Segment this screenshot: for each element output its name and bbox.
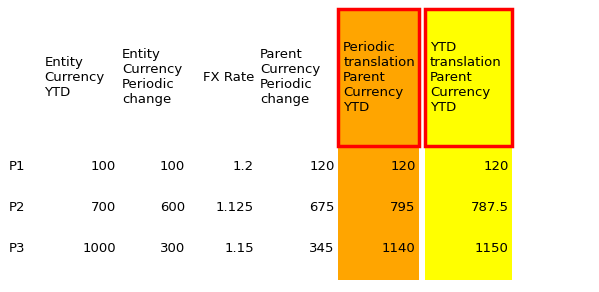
- Bar: [338, 9, 419, 146]
- Text: 675: 675: [310, 201, 335, 214]
- Text: Entity
Currency
YTD: Entity Currency YTD: [44, 56, 105, 99]
- Text: YTD
translation
Parent
Currency
YTD: YTD translation Parent Currency YTD: [430, 41, 502, 114]
- Text: 120: 120: [391, 160, 416, 173]
- Text: FX Rate: FX Rate: [203, 71, 255, 84]
- Text: 1140: 1140: [382, 242, 416, 255]
- Text: 300: 300: [160, 242, 185, 255]
- Text: 1.2: 1.2: [233, 160, 254, 173]
- Text: Entity
Currency
Periodic
change: Entity Currency Periodic change: [122, 48, 183, 106]
- Text: P2: P2: [8, 201, 25, 214]
- Text: 1000: 1000: [83, 242, 116, 255]
- Text: 795: 795: [391, 201, 416, 214]
- Text: 1.15: 1.15: [225, 242, 254, 255]
- Bar: [425, 9, 512, 280]
- Text: Periodic
translation
Parent
Currency
YTD: Periodic translation Parent Currency YTD: [343, 41, 415, 114]
- Text: 100: 100: [160, 160, 185, 173]
- Text: 600: 600: [160, 201, 185, 214]
- Text: 100: 100: [91, 160, 116, 173]
- Text: 700: 700: [91, 201, 116, 214]
- Bar: [425, 9, 512, 146]
- Text: P3: P3: [8, 242, 25, 255]
- Bar: [338, 9, 419, 280]
- Text: 787.5: 787.5: [471, 201, 509, 214]
- Text: Parent
Currency
Periodic
change: Parent Currency Periodic change: [260, 48, 320, 106]
- Text: 120: 120: [483, 160, 509, 173]
- Text: P1: P1: [8, 160, 25, 173]
- Text: 1.125: 1.125: [216, 201, 254, 214]
- Text: 120: 120: [310, 160, 335, 173]
- Text: 345: 345: [310, 242, 335, 255]
- Text: 1150: 1150: [474, 242, 509, 255]
